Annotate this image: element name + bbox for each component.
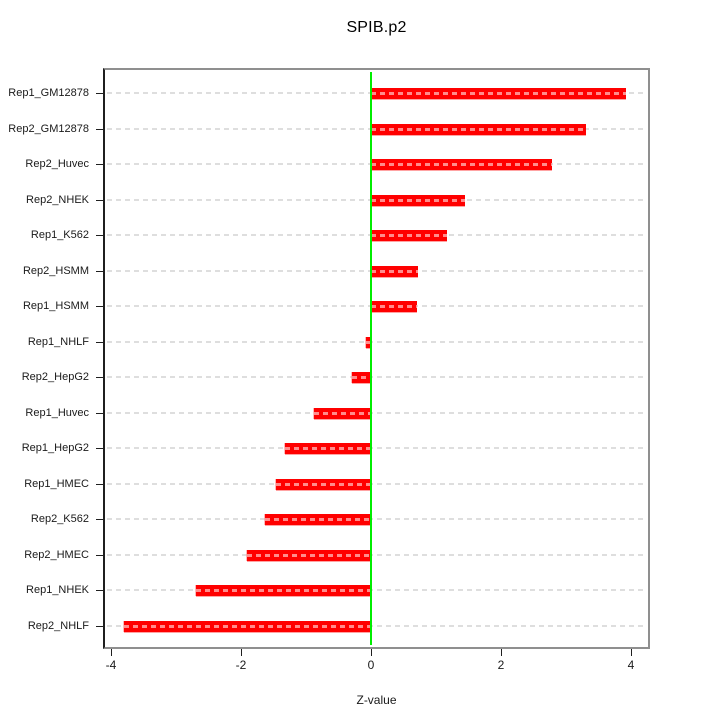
y-axis-label: Rep1_Huvec: [25, 406, 89, 419]
y-tick: [96, 164, 104, 165]
y-axis-label: Rep2_K562: [30, 513, 89, 525]
x-tick-label: 0: [367, 658, 375, 672]
y-tick: [96, 448, 104, 449]
x-tick: [631, 649, 632, 656]
y-tick: [96, 341, 104, 343]
y-tick: [96, 483, 104, 485]
zero-line: [370, 72, 372, 645]
bar: [371, 88, 627, 99]
y-axis-label: Rep1_K562: [30, 229, 89, 241]
y-axis-label: Rep2_NHLF: [27, 619, 89, 632]
x-tick: [501, 649, 502, 656]
bar: [371, 301, 418, 312]
grid-line: [107, 411, 646, 414]
bar: [195, 585, 371, 596]
bar: [265, 514, 371, 525]
bar: [371, 194, 466, 206]
bar: [371, 123, 586, 135]
grid-line: [107, 447, 646, 449]
y-axis-label: Rep2_HSMM: [22, 264, 89, 277]
y-axis-label: Rep1_GM12878: [8, 87, 89, 99]
x-axis-title: Z-value: [356, 693, 397, 707]
x-tick: [111, 649, 112, 656]
bar: [246, 549, 371, 561]
y-tick: [96, 270, 104, 272]
y-axis-label: Rep2_HMEC: [24, 548, 89, 561]
grid-line: [107, 589, 646, 591]
y-axis-label: Rep2_NHEK: [26, 193, 89, 206]
y-axis-label: Rep1_NHLF: [27, 335, 89, 348]
y-tick: [96, 625, 104, 627]
grid-line: [107, 624, 646, 627]
y-axis-label: Rep1_HepG2: [21, 442, 89, 454]
y-tick: [96, 590, 104, 591]
x-tick-label: 4: [627, 658, 635, 672]
y-axis-label: Rep1_NHEK: [26, 584, 89, 596]
bar: [351, 372, 371, 383]
grid-line: [107, 340, 646, 343]
y-tick: [96, 554, 104, 556]
grid-line: [107, 553, 646, 556]
x-tick: [241, 649, 242, 656]
y-tick: [96, 93, 104, 94]
x-tick-label: -4: [105, 658, 117, 672]
bar: [284, 443, 371, 454]
chart-title: SPIB.p2: [346, 19, 407, 36]
grid-line: [107, 518, 646, 520]
y-tick: [96, 377, 104, 378]
grid-line: [107, 482, 646, 485]
x-tick-label: -2: [235, 658, 247, 672]
y-tick: [96, 128, 104, 130]
x-tick-label: 2: [497, 658, 505, 672]
plot-area: [103, 68, 650, 649]
y-axis-label: Rep2_HepG2: [21, 371, 89, 383]
y-axis-label: Rep2_Huvec: [25, 158, 89, 170]
y-axis-label: Rep1_HSMM: [22, 300, 89, 312]
y-tick: [96, 519, 104, 520]
bar: [124, 620, 371, 632]
y-axis-label: Rep2_GM12878: [8, 122, 89, 135]
bar: [371, 159, 552, 170]
x-tick: [371, 649, 372, 656]
y-tick: [96, 306, 104, 307]
y-axis-label: Rep1_HMEC: [24, 477, 89, 490]
bar: [276, 478, 371, 490]
y-tick: [96, 412, 104, 414]
y-tick: [96, 199, 104, 201]
y-tick: [96, 235, 104, 236]
bar: [365, 336, 371, 348]
bar: [371, 230, 448, 241]
bar: [371, 265, 418, 277]
grid-line: [107, 376, 646, 378]
bar: [313, 407, 371, 419]
